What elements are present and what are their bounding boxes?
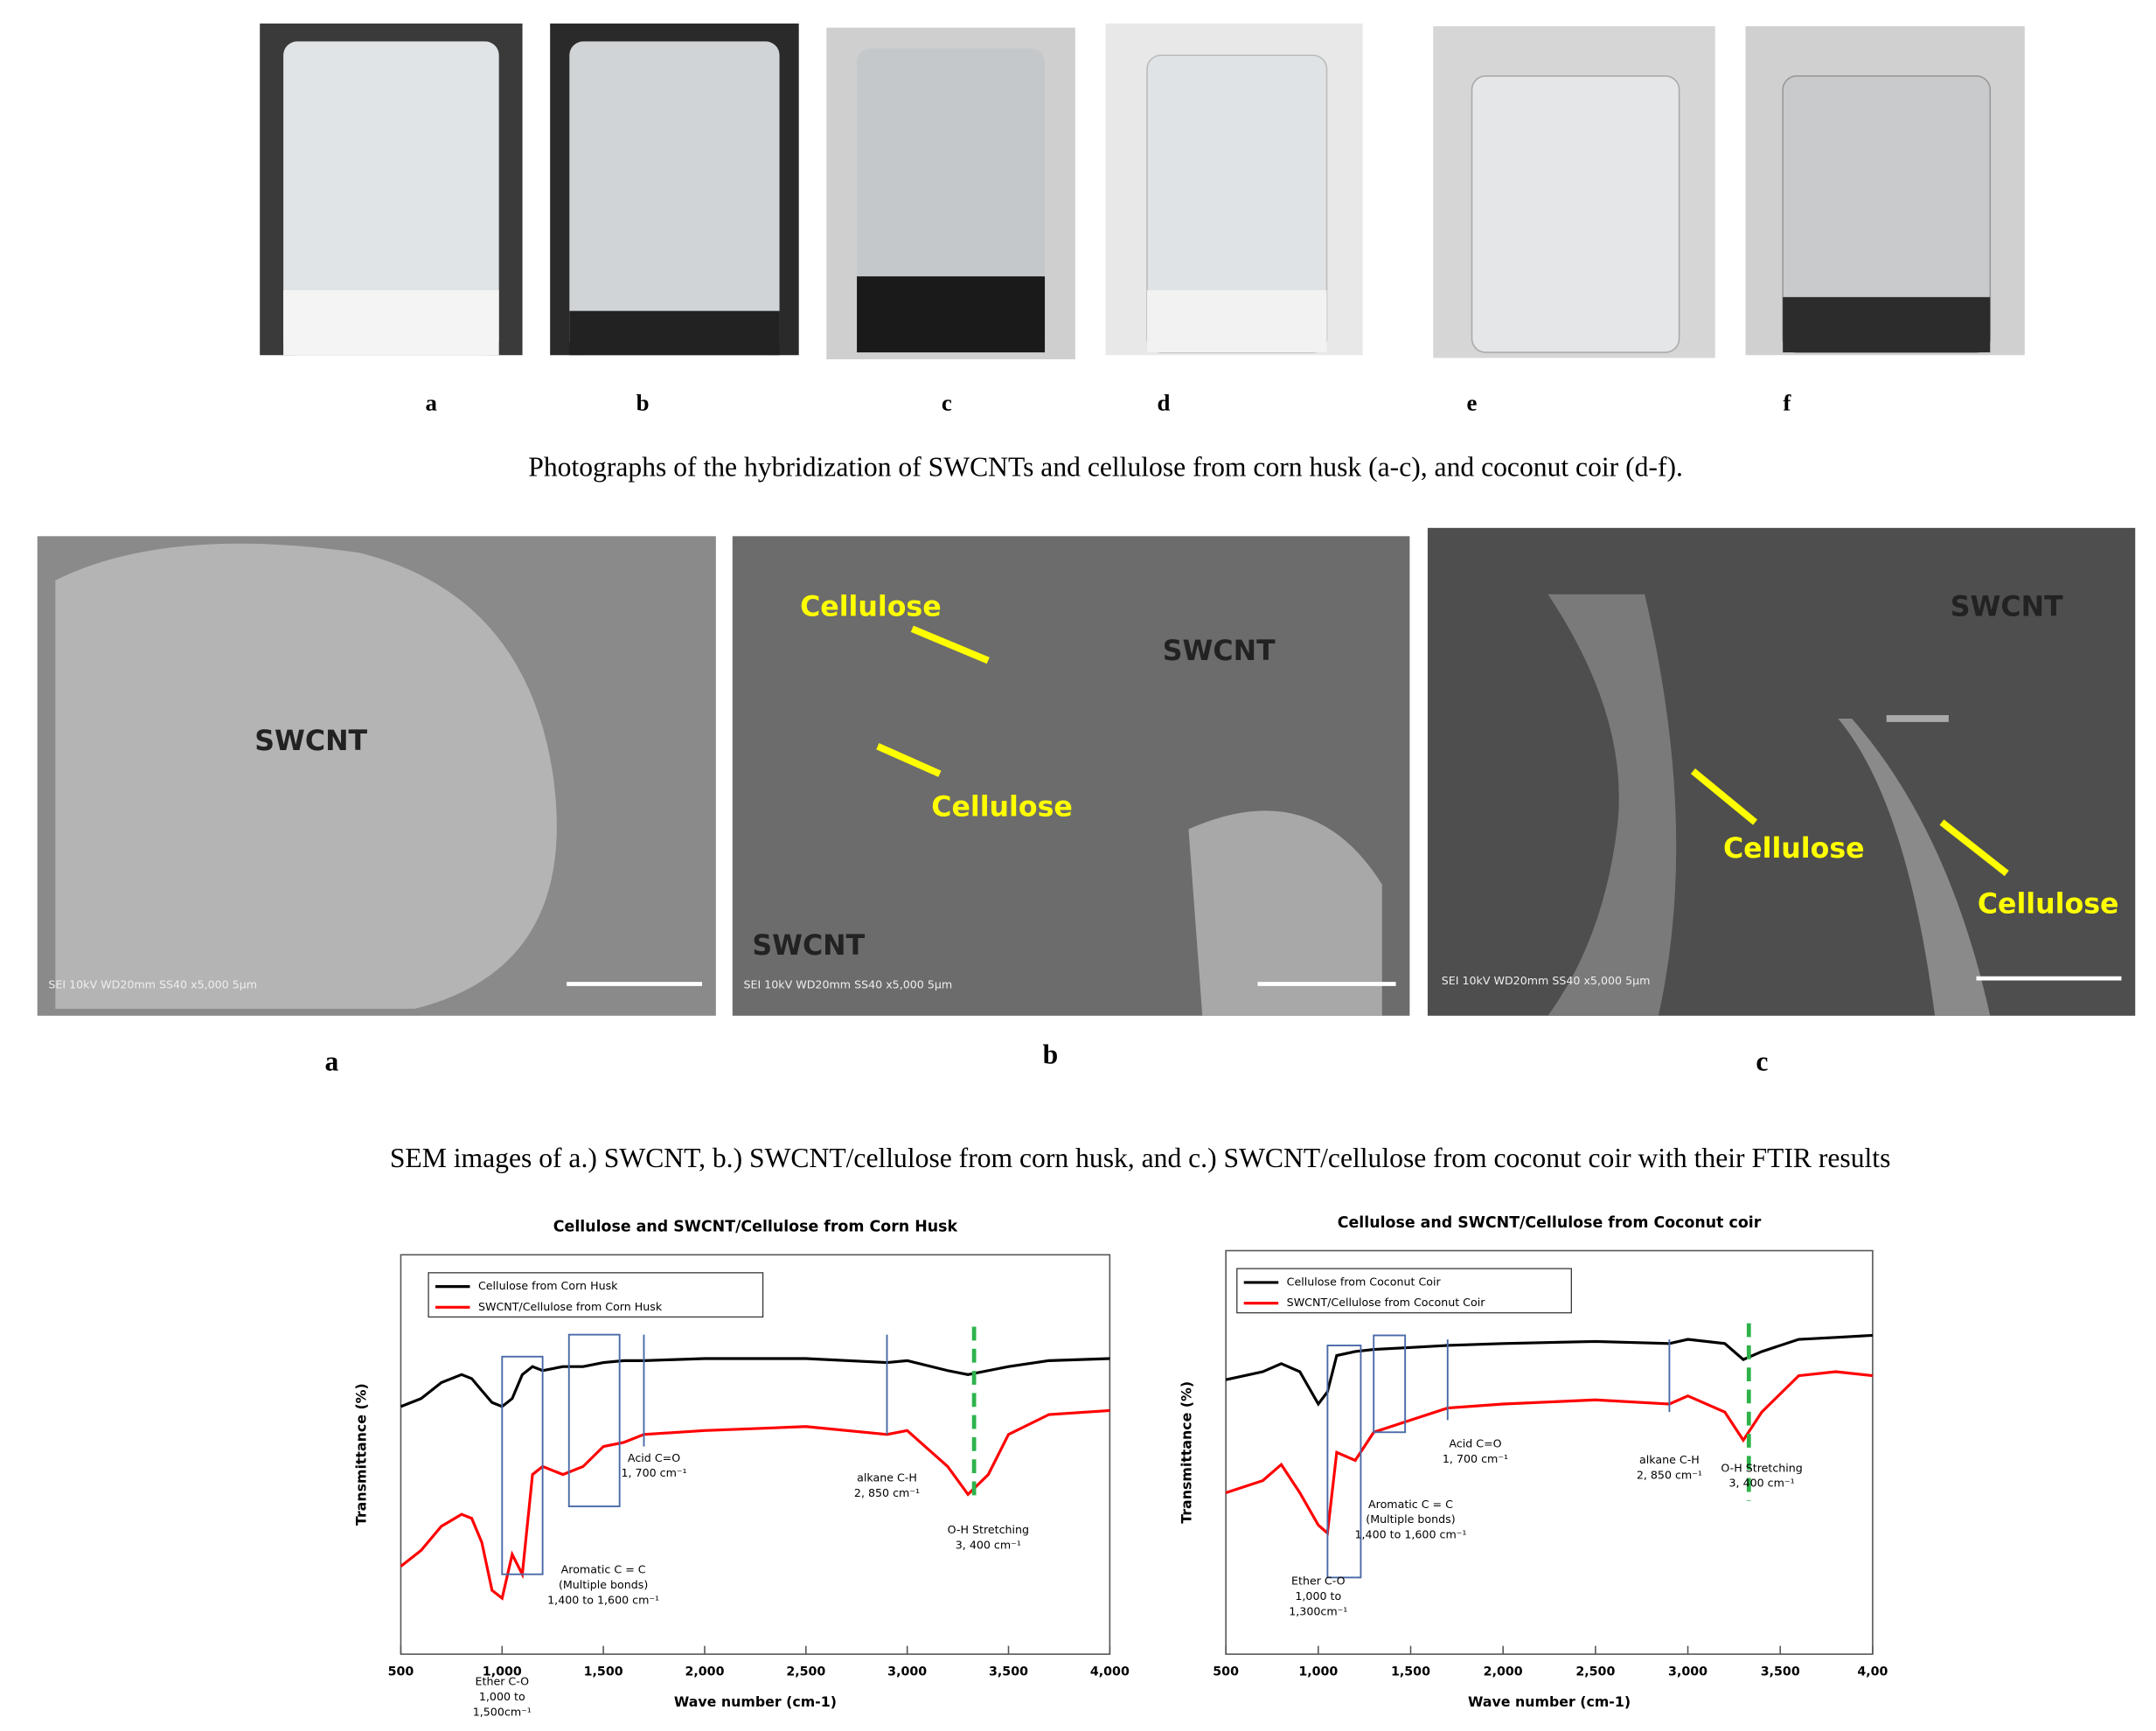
annotation: 1,400 to 1,600 cm⁻¹ [547, 1593, 659, 1606]
chart-title: Cellulose and SWCNT/Cellulose from Corn … [553, 1219, 958, 1236]
beaker [1472, 76, 1680, 352]
x-tick-label: 2,500 [786, 1665, 825, 1679]
liquid [283, 290, 499, 355]
photo-label: a [426, 389, 438, 415]
annotation: O-H Stretching [948, 1523, 1029, 1536]
x-tick-label: 500 [388, 1665, 414, 1679]
sem-annotation: Cellulose [1978, 888, 2119, 920]
caption: SEM images of a.) SWCNT, b.) SWCNT/cellu… [390, 1143, 1891, 1173]
annotation: 1,500cm⁻¹ [473, 1705, 532, 1718]
photo-label: d [1158, 389, 1171, 415]
x-tick-label: 2,000 [1484, 1665, 1523, 1679]
photo-row [260, 24, 2025, 359]
photo-label: e [1467, 389, 1478, 415]
annotation: 1,000 to [479, 1690, 525, 1703]
annotation: Acid C=O [628, 1451, 680, 1464]
charts: Cellulose and SWCNT/Cellulose from Corn … [353, 1214, 1888, 1718]
x-tick-label: 2,000 [685, 1665, 724, 1679]
annotation: O-H Stretching [1721, 1461, 1802, 1474]
annotation: (Multiple bonds) [559, 1578, 648, 1591]
annotation: 3, 400 cm⁻¹ [1729, 1477, 1795, 1490]
liquid [1783, 297, 1990, 352]
sem-info: SEI 10kV WD20mm SS40 x5,000 5µm [1442, 974, 1651, 987]
annotation: Ether C-O [1291, 1575, 1346, 1588]
figure: a b c d e f Photographs of the hybridiza… [0, 0, 2156, 1731]
x-tick-label: 1,000 [1298, 1665, 1338, 1679]
annotation: 1, 700 cm⁻¹ [621, 1466, 686, 1479]
sem-annotation: Cellulose [1723, 833, 1865, 865]
annotation: alkane C-H [1639, 1453, 1700, 1466]
liquid [1147, 290, 1326, 352]
sem-label: b [1043, 1039, 1059, 1069]
annotation: 2, 850 cm⁻¹ [1637, 1468, 1702, 1481]
sem-annotation: SWCNT [752, 930, 865, 962]
sem-label: a [325, 1046, 339, 1076]
sem-label: c [1756, 1046, 1768, 1076]
x-tick-label: 1,500 [1391, 1665, 1430, 1679]
sem-annotation: SWCNT [254, 726, 367, 757]
x-tick-label: 3,000 [1668, 1665, 1707, 1679]
chart-title: Cellulose and SWCNT/Cellulose from Cocon… [1338, 1214, 1762, 1232]
sem-annotation: SWCNT [1163, 636, 1276, 667]
annotation: Aromatic C = C [1368, 1498, 1453, 1511]
annotation: (Multiple bonds) [1366, 1512, 1455, 1526]
sem-info: SEI 10kV WD20mm SS40 x5,000 5µm [48, 978, 257, 991]
legend-label: SWCNT/Cellulose from Corn Husk [478, 1300, 663, 1313]
plot-area [400, 1255, 1109, 1654]
x-tick-label: 3,500 [989, 1665, 1028, 1679]
annotation: 1, 700 cm⁻¹ [1443, 1452, 1508, 1465]
x-axis-label: Wave number (cm-1) [1468, 1693, 1631, 1710]
caption: Photographs of the hybridization of SWCN… [528, 452, 1683, 483]
photo-label: c [942, 389, 952, 415]
annotation: 1,000 to [1295, 1589, 1341, 1602]
x-tick-label: 500 [1213, 1665, 1239, 1679]
legend-label: Cellulose from Corn Husk [478, 1279, 618, 1292]
x-tick-label: 3,000 [887, 1665, 927, 1679]
liquid [857, 276, 1045, 352]
legend-label: SWCNT/Cellulose from Coconut Coir [1287, 1296, 1486, 1309]
x-tick-label: 2,500 [1575, 1665, 1615, 1679]
liquid [569, 311, 779, 356]
annotation: 1,400 to 1,600 cm⁻¹ [1355, 1528, 1467, 1541]
photo-label: b [636, 389, 650, 415]
sem-info: SEI 10kV WD20mm SS40 x5,000 5µm [743, 978, 952, 991]
annotation: Aromatic C = C [561, 1563, 646, 1576]
page: {"photos":{"labels":["a","b","c","d","e"… [0, 0, 2156, 1731]
annotation: alkane C-H [857, 1471, 917, 1484]
y-axis-label: Transmittance (%) [1178, 1381, 1194, 1524]
annotation: 3, 400 cm⁻¹ [956, 1538, 1021, 1551]
x-tick-label: 4,000 [1090, 1665, 1130, 1679]
sem-annotation: Cellulose [800, 592, 942, 623]
sem-annotation: SWCNT [1951, 592, 2063, 623]
annotation: Acid C=O [1449, 1437, 1501, 1450]
x-tick-label: 4,00 [1857, 1665, 1888, 1679]
legend-label: Cellulose from Coconut Coir [1287, 1275, 1442, 1288]
annotation: 1,300cm⁻¹ [1289, 1604, 1347, 1617]
x-axis-label: Wave number (cm-1) [674, 1693, 837, 1710]
x-tick-label: 3,500 [1761, 1665, 1800, 1679]
annotation: Ether C-O [476, 1675, 530, 1688]
y-axis-label: Transmittance (%) [353, 1383, 370, 1526]
x-tick-label: 1,500 [584, 1665, 623, 1679]
annotation: 2, 850 cm⁻¹ [854, 1486, 920, 1499]
beaker [569, 41, 779, 355]
photo-label: f [1783, 389, 1791, 415]
sem-annotation: Cellulose [931, 792, 1073, 824]
